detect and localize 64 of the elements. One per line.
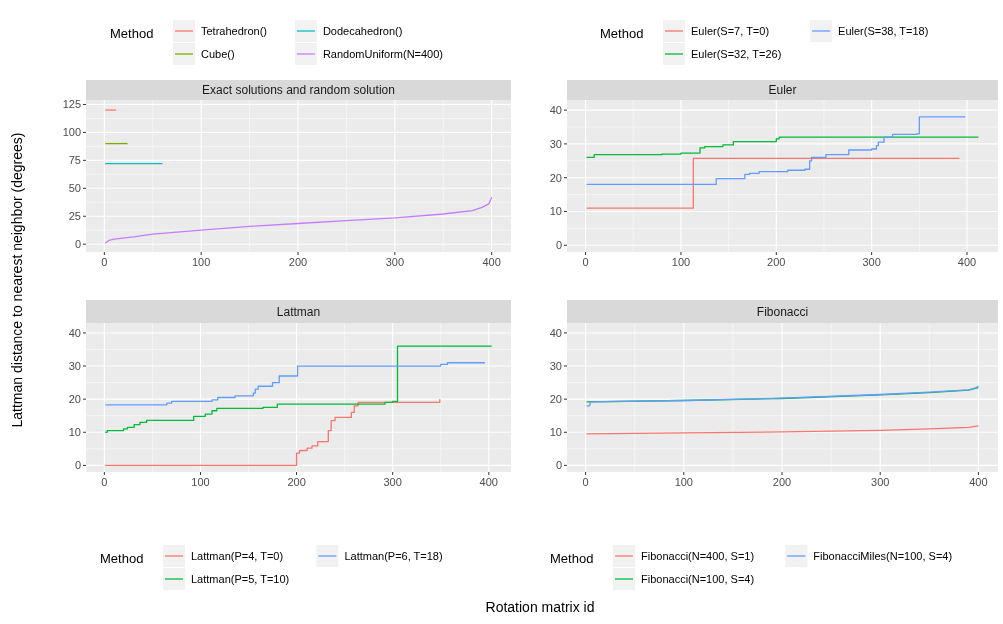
legend-title: Method: [100, 551, 144, 566]
x-tick-label: 300: [871, 476, 890, 488]
x-tick-label: 400: [482, 256, 501, 268]
legend-label: Cube(): [201, 48, 235, 60]
x-axis-title: Rotation matrix id: [485, 599, 595, 615]
y-tick-label: 40: [549, 326, 562, 339]
legend-label: Euler(S=7, T=0): [691, 25, 770, 37]
y-tick-label: 0: [555, 459, 562, 472]
legend-label: Fibonacci(N=100, S=4): [641, 573, 755, 585]
chart-title: Euler: [768, 83, 797, 97]
y-tick-label: 25: [68, 210, 81, 223]
legend-label: Fibonacci(N=400, S=1): [641, 550, 755, 562]
x-tick-label: 400: [969, 476, 988, 488]
x-tick-label: 300: [862, 256, 881, 268]
legend-label: Euler(S=32, T=26): [691, 48, 782, 60]
legend-label: Dodecahedron(): [322, 25, 403, 37]
x-tick-label: 100: [671, 256, 691, 268]
x-tick-label: 200: [772, 476, 792, 488]
legend-label: Lattman(P=5, T=10): [191, 573, 290, 585]
y-tick-label: 0: [74, 238, 81, 251]
legend-label: Tetrahedron(): [201, 25, 268, 37]
y-tick-label: 20: [549, 393, 562, 406]
legend-label: Euler(S=38, T=18): [838, 25, 929, 37]
legend-title: Method: [550, 551, 594, 566]
legend-label: FibonacciMiles(N=100, S=4): [813, 550, 953, 562]
x-tick-label: 100: [192, 256, 211, 268]
x-tick-label: 300: [385, 256, 405, 268]
x-tick-label: 0: [101, 256, 108, 268]
y-tick-label: 75: [68, 154, 81, 167]
x-tick-label: 200: [767, 256, 786, 268]
y-tick-label: 20: [549, 171, 562, 184]
legend-title: Method: [600, 26, 644, 41]
y-tick-label: 0: [74, 459, 81, 472]
y-tick-label: 40: [68, 326, 81, 339]
y-tick-label: 40: [549, 104, 562, 117]
legend-label: RandomUniform(N=400): [322, 48, 444, 60]
x-tick-label: 200: [288, 256, 308, 268]
x-tick-label: 100: [191, 476, 210, 488]
legend-title: Method: [110, 26, 154, 41]
x-tick-label: 0: [582, 476, 589, 488]
y-tick-label: 100: [62, 126, 81, 139]
y-tick-label: 10: [68, 426, 81, 439]
y-tick-label: 20: [68, 393, 81, 406]
legend-label: Lattman(P=6, T=18): [344, 550, 443, 562]
x-tick-label: 0: [582, 256, 589, 268]
chart-title: Exact solutions and random solution: [202, 83, 395, 97]
y-tick-label: 30: [68, 360, 81, 373]
y-axis-title: Lattman distance to nearest neighbor (degrees): [9, 132, 25, 428]
x-tick-label: 300: [383, 476, 402, 488]
chart-title: Lattman: [276, 304, 321, 319]
x-tick-label: 400: [479, 476, 498, 488]
legend-label: Lattman(P=4, T=0): [191, 550, 284, 562]
y-tick-label: 50: [68, 182, 81, 195]
x-tick-label: 200: [287, 476, 306, 488]
y-tick-label: 0: [555, 239, 562, 252]
chart-title: Fibonacci: [756, 304, 809, 319]
x-tick-label: 100: [674, 476, 693, 488]
y-tick-label: 125: [62, 98, 81, 111]
y-tick-label: 10: [549, 205, 562, 218]
x-tick-label: 0: [101, 476, 108, 488]
y-tick-label: 30: [549, 360, 562, 373]
y-tick-label: 30: [549, 137, 562, 150]
x-tick-label: 400: [957, 256, 977, 268]
y-tick-label: 10: [549, 426, 562, 439]
